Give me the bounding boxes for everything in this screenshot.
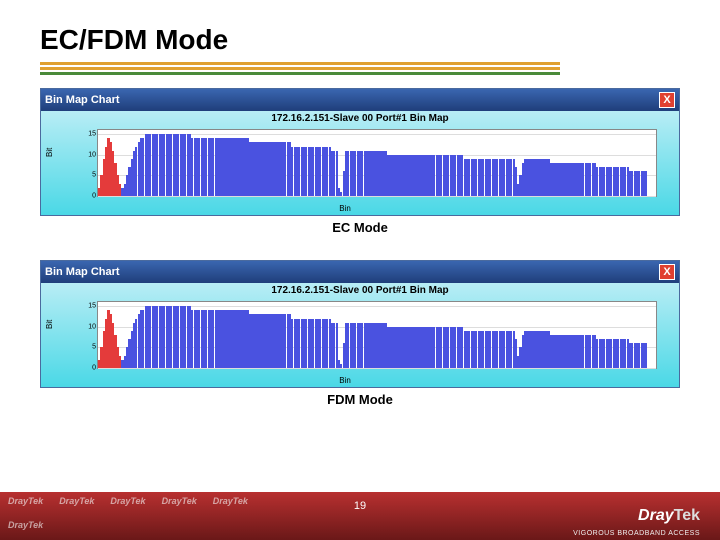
bar-series [98, 302, 656, 368]
close-icon[interactable]: X [659, 92, 675, 108]
bar-series [98, 130, 656, 196]
close-icon[interactable]: X [659, 264, 675, 280]
y-tick: 10 [88, 151, 98, 158]
y-tick: 15 [88, 303, 98, 310]
y-tick: 10 [88, 323, 98, 330]
chart-area: 172.16.2.151-Slave 00 Port#1 Bin Map Bit B… [41, 283, 679, 387]
heading-rules [40, 62, 560, 77]
x-axis-label: Bin [41, 204, 649, 213]
bar [645, 343, 647, 368]
footer-tagline: VIGOROUS BROADBAND ACCESS [573, 530, 700, 537]
chart-window: Bin Map Chart X 172.16.2.151-Slave 00 Port… [40, 260, 680, 388]
titlebar[interactable]: Bin Map Chart X [41, 261, 679, 283]
slide: EC/FDM Mode Bin Map Chart X 172.16.2.151-S… [0, 0, 720, 540]
window-title: Bin Map Chart [45, 94, 120, 106]
chart-title: 172.16.2.151-Slave 00 Port#1 Bin Map [41, 285, 679, 296]
chart-title: 172.16.2.151-Slave 00 Port#1 Bin Map [41, 113, 679, 124]
page-title: EC/FDM Mode [40, 24, 228, 56]
y-axis-label: Bit [45, 320, 54, 329]
bar [645, 171, 647, 196]
chart-window: Bin Map Chart X 172.16.2.151-Slave 00 Port… [40, 88, 680, 216]
window-title: Bin Map Chart [45, 266, 120, 278]
plot-area: 051015 [97, 301, 657, 369]
titlebar[interactable]: Bin Map Chart X [41, 89, 679, 111]
x-axis-label: Bin [41, 376, 649, 385]
chart-area: 172.16.2.151-Slave 00 Port#1 Bin Map Bit B… [41, 111, 679, 215]
y-axis-label: Bit [45, 148, 54, 157]
footer: DrayTekDrayTekDrayTekDrayTekDrayTekDrayT… [0, 492, 720, 540]
chart-caption: EC Mode [40, 220, 680, 235]
plot-area: 051015 [97, 129, 657, 197]
page-number: 19 [0, 500, 720, 512]
y-tick: 15 [88, 131, 98, 138]
chart-caption: FDM Mode [40, 392, 680, 407]
